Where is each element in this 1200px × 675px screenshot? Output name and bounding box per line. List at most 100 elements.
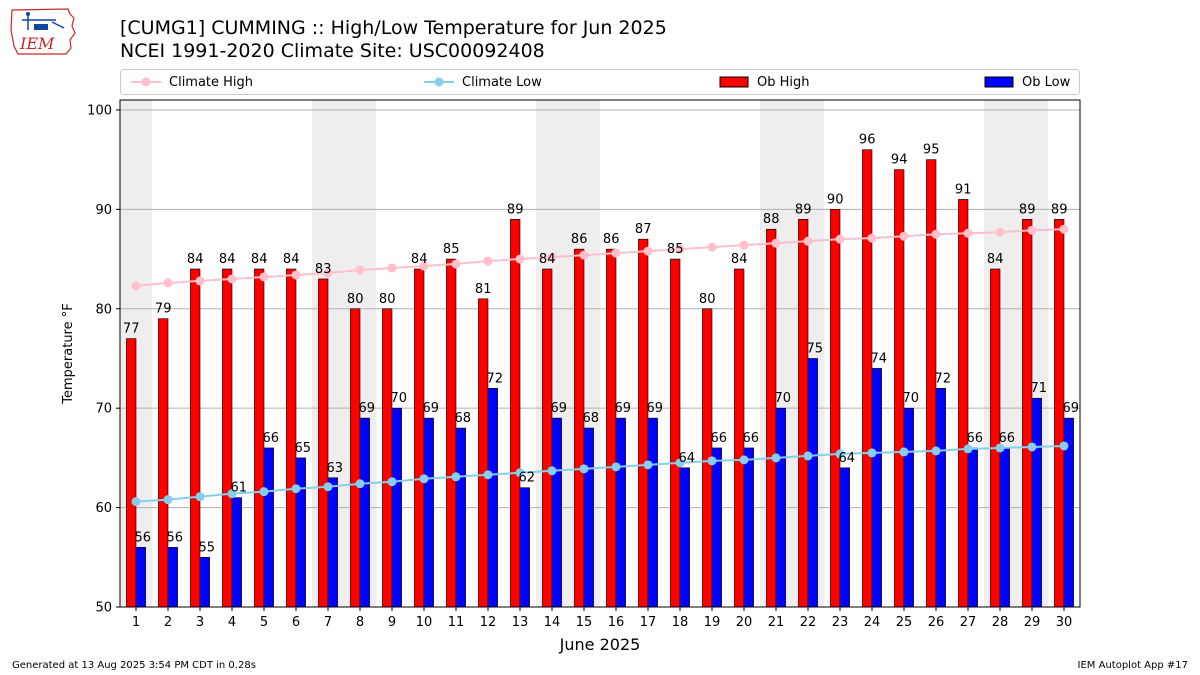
- ob-high-bar: [1022, 218, 1033, 608]
- x-tick-label: 2: [164, 615, 172, 630]
- climate-high-point: [547, 252, 557, 262]
- climate-high-point: [803, 236, 813, 246]
- climate-low-point: [579, 464, 589, 474]
- ob-high-value-label: 79: [155, 302, 172, 317]
- climate-low-point: [835, 449, 845, 459]
- climate-high-point: [931, 229, 941, 239]
- ob-high-value-label: 87: [635, 222, 652, 237]
- climate-high-point: [611, 248, 621, 258]
- climate-low-point: [323, 482, 333, 492]
- ob-high-bar: [478, 298, 489, 608]
- ob-high-bar: [606, 248, 617, 608]
- climate-low-point: [419, 474, 429, 484]
- x-tick-label: 1: [132, 615, 140, 630]
- climate-low-point: [227, 489, 237, 499]
- climate-low-point: [483, 470, 493, 480]
- climate-low-point: [195, 492, 205, 502]
- ob-low-bar: [487, 387, 498, 608]
- weekend-band: [984, 100, 1016, 607]
- climate-low-point: [963, 444, 973, 454]
- ob-high-bar: [894, 169, 905, 608]
- x-tick-label: 15: [576, 615, 593, 630]
- ob-high-bar: [286, 268, 297, 608]
- climate-low-point: [387, 477, 397, 487]
- ob-high-value-label: 84: [731, 252, 748, 267]
- ob-low-bar: [455, 427, 466, 608]
- climate-high-point: [387, 263, 397, 273]
- ob-low-bar: [167, 547, 178, 608]
- ob-low-bar: [839, 467, 850, 608]
- climate-high-point: [675, 244, 685, 254]
- ob-high-value-label: 86: [571, 232, 588, 247]
- ob-high-value-label: 84: [187, 252, 204, 267]
- ob-low-value-label: 66: [263, 431, 280, 446]
- ob-low-value-label: 75: [807, 341, 824, 356]
- legend-label-climate-low: Climate Low: [462, 74, 542, 90]
- x-tick-label: 19: [704, 615, 721, 630]
- x-tick-label: 14: [544, 615, 561, 630]
- x-tick-label: 4: [228, 615, 236, 630]
- ob-low-bar: [935, 387, 946, 608]
- x-tick-label: 8: [356, 615, 364, 630]
- x-tick-label: 16: [608, 615, 625, 630]
- ob-low-value-label: 63: [327, 461, 344, 476]
- ob-high-value-label: 91: [955, 182, 972, 197]
- x-tick-label: 23: [832, 615, 849, 630]
- climate-low-point: [515, 468, 525, 478]
- ob-high-value-label: 85: [443, 242, 460, 257]
- ob-low-bar: [647, 417, 658, 608]
- y-tick-label: 70: [95, 402, 112, 417]
- x-tick-label: 24: [864, 615, 881, 630]
- ob-high-value-label: 94: [891, 153, 908, 168]
- ob-high-value-label: 81: [475, 282, 492, 297]
- ob-high-bar: [958, 199, 969, 608]
- ob-low-bar: [295, 457, 306, 608]
- y-axis-label: Temperature °F: [61, 303, 76, 404]
- ob-low-value-label: 64: [839, 451, 856, 466]
- ob-low-value-label: 56: [135, 530, 152, 545]
- ob-low-value-label: 70: [391, 391, 408, 406]
- ob-low-value-label: 71: [1031, 381, 1048, 396]
- legend-item-ob-high: Ob High: [719, 70, 810, 94]
- ob-high-bar: [574, 248, 585, 608]
- ob-low-value-label: 69: [423, 401, 440, 416]
- climate-low-point: [547, 466, 557, 476]
- weekend-band: [1016, 100, 1048, 607]
- ob-low-value-label: 55: [199, 540, 216, 555]
- x-tick-label: 20: [736, 615, 753, 630]
- ob-low-bar: [903, 407, 914, 608]
- climate-high-point: [835, 234, 845, 244]
- ob-low-value-label: 62: [519, 471, 536, 486]
- ob-low-value-label: 74: [871, 351, 888, 366]
- climate-low-point: [867, 448, 877, 458]
- weekend-band: [568, 100, 600, 607]
- ob-high-bar: [798, 218, 809, 608]
- ob-low-value-label: 69: [615, 401, 632, 416]
- climate-low-point: [131, 497, 141, 507]
- ob-high-value-label: 84: [283, 252, 300, 267]
- x-tick-label: 26: [928, 615, 945, 630]
- legend-label-ob-low: Ob Low: [1022, 74, 1071, 90]
- ob-high-bar: [158, 318, 169, 608]
- ob-high-bar: [862, 149, 873, 608]
- app-label: IEM Autoplot App #17: [1077, 660, 1188, 671]
- ob-low-bar: [775, 407, 786, 608]
- ob-high-bar: [382, 308, 393, 608]
- ob-low-value-label: 64: [679, 451, 696, 466]
- ob-high-value-label: 80: [699, 292, 716, 307]
- climate-high-point: [227, 274, 237, 284]
- climate-low-point: [899, 447, 909, 457]
- climate-low-point: [803, 451, 813, 461]
- ob-low-value-label: 69: [1063, 401, 1080, 416]
- ob-low-value-label: 66: [711, 431, 728, 446]
- ob-high-value-label: 80: [347, 292, 364, 307]
- ob-high-value-label: 96: [859, 133, 876, 148]
- climate-low-point: [355, 479, 365, 489]
- climate-high-point: [771, 238, 781, 248]
- climate-high-point: [643, 246, 653, 256]
- y-tick-label: 80: [95, 302, 112, 317]
- ob-high-bar: [414, 268, 425, 608]
- iowa-map-logo-icon: IEM: [10, 8, 76, 55]
- x-tick-label: 29: [1024, 615, 1041, 630]
- ob-high-bar: [830, 209, 841, 608]
